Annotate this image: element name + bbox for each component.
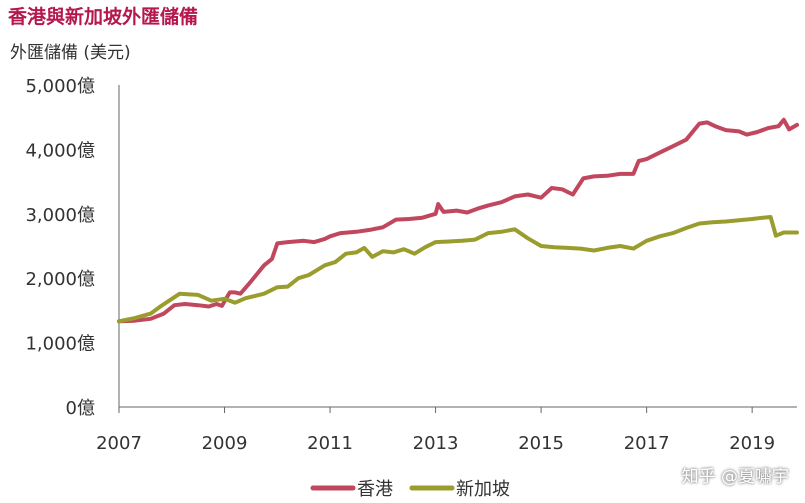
x-tick-label: 2017 [624,433,670,454]
series-line-2 [117,215,799,324]
x-tick-label: 2013 [413,433,459,454]
y-axis-title: 外匯儲備 (美元) [10,43,131,63]
legend-label-2: 新加坡 [456,479,510,500]
x-tick-label: 2019 [729,433,775,454]
y-tick-label: 0億 [66,398,95,419]
axes: 0億 1,000億 2,000億 3,000億 4,000億 5,000億 2007 2009… [25,76,797,454]
x-tick-label: 2015 [518,433,564,454]
series-lines [117,117,799,324]
x-tick-label: 2009 [202,433,248,454]
y-tick-label: 4,000億 [25,140,95,161]
y-tick-label: 5,000億 [25,76,95,97]
legend-label-1: 香港 [357,479,393,500]
x-tick-label: 2011 [307,433,353,454]
y-tick-label: 2,000億 [25,269,95,290]
chart-title: 香港與新加坡外匯儲備 [8,6,199,28]
x-tick-label: 2007 [96,433,142,454]
series-line-1 [117,117,799,324]
y-tick-label: 3,000億 [25,205,95,226]
y-tick-label: 1,000億 [25,334,95,355]
watermark: 知乎 @夏嘯宇 [681,467,789,487]
legend: 香港 新加坡 [310,479,510,500]
